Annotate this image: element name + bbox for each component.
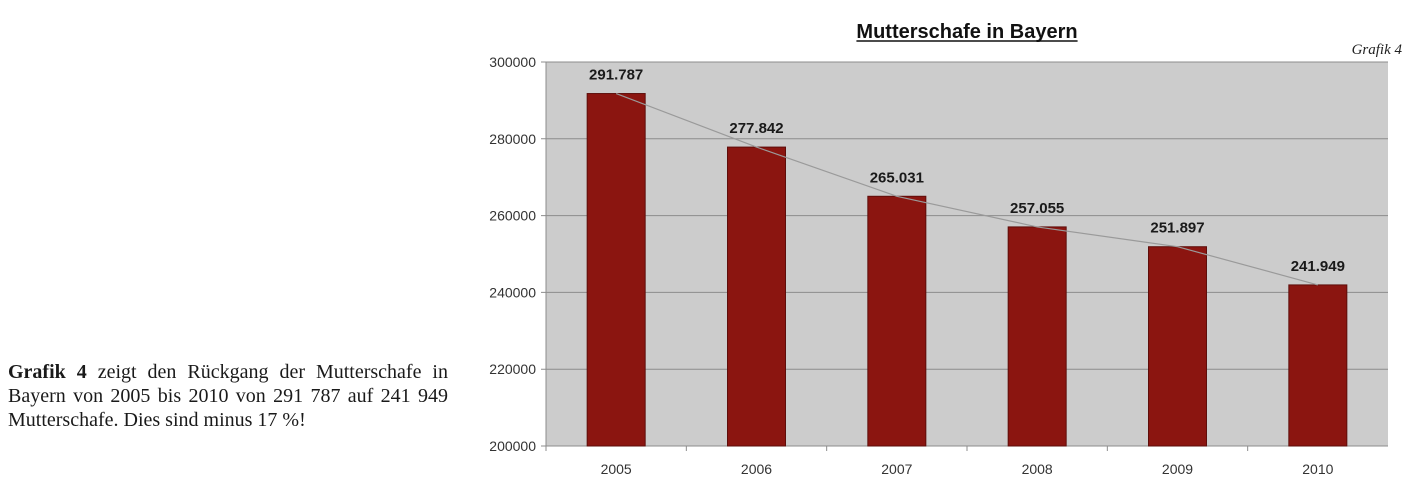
data-label: 277.842 bbox=[729, 120, 783, 137]
y-tick-label: 300000 bbox=[489, 54, 536, 70]
data-label: 265.031 bbox=[870, 169, 924, 186]
y-tick-label: 240000 bbox=[489, 284, 536, 300]
grid-lines bbox=[541, 61, 1388, 447]
figure-note: Grafik 4 bbox=[1352, 42, 1403, 58]
x-tick-label: 2006 bbox=[741, 461, 772, 477]
data-label: 257.055 bbox=[1010, 200, 1064, 217]
x-tick-label: 2009 bbox=[1162, 461, 1193, 477]
y-tick-label: 260000 bbox=[489, 208, 536, 224]
x-tick-label: 2005 bbox=[601, 461, 632, 477]
bar bbox=[1148, 246, 1207, 447]
data-label: 251.897 bbox=[1150, 220, 1204, 237]
plot-area bbox=[546, 62, 1388, 446]
trend-line-path bbox=[615, 92, 1318, 286]
bar bbox=[727, 146, 786, 447]
x-tick-label: 2007 bbox=[881, 461, 912, 477]
data-labels: 291.787 277.842 265.031 257.055 251.897 241.9… bbox=[589, 67, 1345, 275]
caption-body: zeigt den Rückgang der Mutterschafe in B… bbox=[8, 361, 448, 431]
y-axis: 200000 220000 240000 260000 280000 300000 bbox=[489, 54, 547, 454]
y-tick-label: 280000 bbox=[489, 131, 536, 147]
caption-lead: Grafik 4 bbox=[8, 361, 87, 383]
data-label: 291.787 bbox=[589, 67, 643, 84]
bar bbox=[1288, 284, 1348, 447]
x-axis: 2005 2006 2007 2008 2009 2010 bbox=[545, 446, 1334, 477]
data-label: 241.949 bbox=[1291, 258, 1345, 275]
y-tick-label: 220000 bbox=[489, 361, 536, 377]
caption-text: Grafik 4 zeigt den Rückgang der Muttersc… bbox=[8, 360, 448, 432]
y-tick-label: 200000 bbox=[489, 438, 536, 454]
trend-line bbox=[615, 92, 1318, 286]
bar bbox=[1007, 226, 1067, 447]
bar bbox=[586, 93, 646, 447]
chart-title: Mutterschafe in Bayern bbox=[856, 21, 1077, 43]
bar bbox=[867, 195, 927, 447]
x-tick-label: 2010 bbox=[1302, 461, 1333, 477]
x-tick-label: 2008 bbox=[1022, 461, 1053, 477]
